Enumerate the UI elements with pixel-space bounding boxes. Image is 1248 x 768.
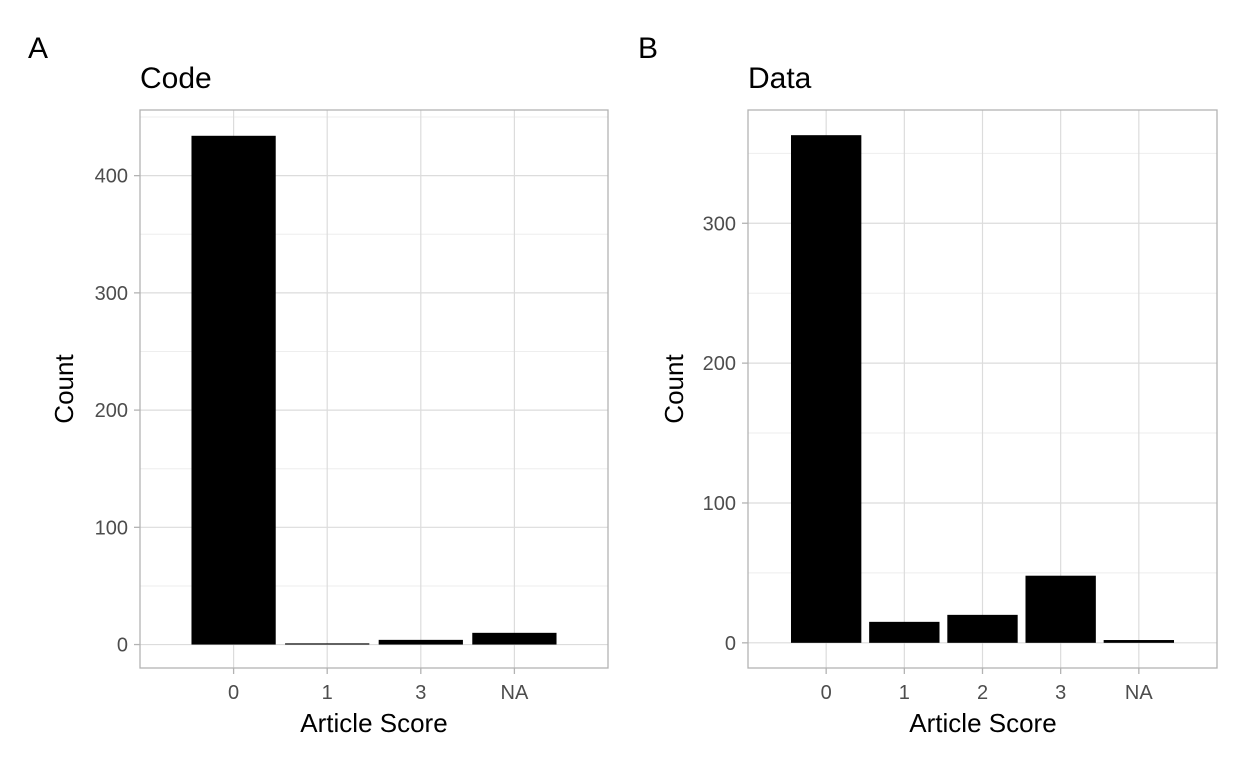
x-tick-label: 2 xyxy=(977,682,988,704)
y-tick-label: 400 xyxy=(95,166,128,188)
bar xyxy=(472,632,557,645)
bar xyxy=(947,614,1018,643)
panel-label: B xyxy=(638,32,658,65)
y-tick-label: 300 xyxy=(95,283,128,305)
bar xyxy=(285,643,370,645)
panel-label: A xyxy=(28,32,48,65)
bar xyxy=(869,621,940,643)
bar xyxy=(790,135,862,643)
y-axis-title: Count xyxy=(659,354,689,424)
x-tick-label: NA xyxy=(501,682,529,704)
chart-title: Data xyxy=(748,62,812,95)
plot-frame xyxy=(139,109,609,669)
y-axis-title: Count xyxy=(49,354,79,424)
bar xyxy=(191,135,276,645)
y-tick-label: 300 xyxy=(703,213,736,235)
x-tick-label: 1 xyxy=(899,682,910,704)
x-tick-label: 0 xyxy=(228,682,239,704)
x-tick-label: 1 xyxy=(322,682,333,704)
y-tick-label: 0 xyxy=(725,633,736,655)
x-tick-label: NA xyxy=(1125,682,1153,704)
plot-area: 0 100 200 300 0 1 2 3 NA xyxy=(703,109,1218,704)
y-tick-label: 100 xyxy=(703,493,736,515)
x-axis-title: Article Score xyxy=(300,708,447,738)
bar xyxy=(1025,575,1096,643)
chart-title: Code xyxy=(140,62,212,95)
y-tick-label: 100 xyxy=(95,517,128,539)
x-tick-label: 3 xyxy=(1055,682,1066,704)
panel-a: A Code Article Score Count 0 100 200 300 400… xyxy=(28,32,609,738)
bar xyxy=(1103,640,1175,643)
y-tick-label: 200 xyxy=(95,400,128,422)
panel-b: B Data Article Score Count 0 100 200 300 0 1 2… xyxy=(638,32,1218,738)
plot-area: 0 100 200 300 400 0 1 3 NA xyxy=(95,109,609,704)
y-tick-label: 200 xyxy=(703,353,736,375)
x-tick-label: 3 xyxy=(415,682,426,704)
x-axis-title: Article Score xyxy=(909,708,1056,738)
y-tick-label: 0 xyxy=(117,635,128,657)
x-tick-label: 0 xyxy=(821,682,832,704)
bar xyxy=(378,639,463,645)
